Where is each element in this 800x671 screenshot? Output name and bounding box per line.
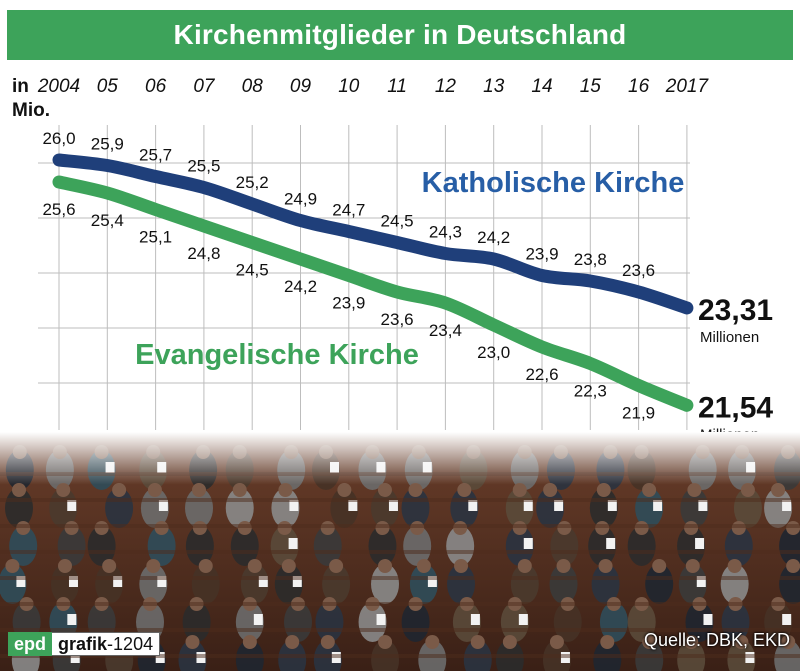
series-group: 26,0 25,9 25,7 25,5 25,2 24,9 24,7 24,5 24,3 24,2… <box>42 129 773 443</box>
title-bar: Kirchenmitglieder in Deutschland <box>7 10 793 60</box>
y-unit-label-in: in <box>12 76 29 97</box>
end-value: 21,54 <box>698 391 773 424</box>
x-tick-label: 13 <box>483 76 505 97</box>
x-tick-label: 12 <box>435 76 457 97</box>
data-label: 23,6 <box>622 261 655 280</box>
data-label: 23,9 <box>332 294 365 313</box>
series-line-katholisch <box>52 153 694 315</box>
x-tick-label: 11 <box>387 76 407 97</box>
x-tick-label: 09 <box>290 76 312 97</box>
series-line-evangelisch <box>52 175 694 412</box>
grafik-word: grafik <box>58 633 108 654</box>
x-tick-label: 2004 <box>37 76 80 97</box>
data-label: 24,5 <box>236 261 269 280</box>
data-label: 25,5 <box>187 157 220 176</box>
data-label: 23,4 <box>429 321 462 340</box>
data-label: 24,2 <box>477 228 510 247</box>
grafik-id: -1204 <box>107 633 154 654</box>
x-tick-label: 06 <box>145 76 167 97</box>
data-label: 25,9 <box>91 135 124 154</box>
data-label: 21,9 <box>622 404 655 423</box>
data-label: 24,3 <box>429 223 462 242</box>
x-tick-label: 08 <box>242 76 264 97</box>
x-axis-ticks: 2004 05 06 07 08 09 10 11 12 13 14 15 16 2017 <box>37 76 710 97</box>
source-text: Quelle: DBK, EKD <box>643 630 790 650</box>
grafik-number: grafik -1204 <box>52 632 161 656</box>
x-tick-label: 2017 <box>665 76 710 97</box>
x-tick-label: 15 <box>580 76 602 97</box>
x-tick-label: 05 <box>97 76 119 97</box>
data-label: 25,6 <box>42 200 75 219</box>
grafik-badge: epd grafik -1204 <box>8 632 161 656</box>
data-label: 24,2 <box>284 277 317 296</box>
x-tick-label: 07 <box>193 76 216 97</box>
data-label: 23,8 <box>574 250 607 269</box>
data-label: 22,3 <box>574 382 607 401</box>
data-label: 25,7 <box>139 146 172 165</box>
data-label: 25,2 <box>236 173 269 192</box>
church-crowd-photo <box>0 432 800 671</box>
data-label: 25,4 <box>91 211 124 230</box>
data-label: 26,0 <box>42 129 75 148</box>
data-label: 22,6 <box>525 365 558 384</box>
data-label: 25,1 <box>139 228 172 247</box>
end-value: 23,31 <box>698 294 773 327</box>
x-tick-label: 10 <box>338 76 360 97</box>
chart-title: Kirchenmitglieder in Deutschland <box>173 19 627 50</box>
data-label: 24,7 <box>332 201 365 220</box>
data-label: 24,9 <box>284 190 317 209</box>
series-name-katholisch: Katholische Kirche <box>422 167 685 199</box>
x-tick-label: 16 <box>628 76 650 97</box>
data-label: 23,6 <box>381 310 414 329</box>
epd-logo: epd <box>8 632 53 656</box>
data-label: 24,5 <box>381 212 414 231</box>
x-tick-label: 14 <box>531 76 552 97</box>
data-label: 23,0 <box>477 343 510 362</box>
y-unit-label-mio: Mio. <box>12 100 50 121</box>
series-name-evangelisch: Evangelische Kirche <box>135 339 419 371</box>
data-label: 24,8 <box>187 244 220 263</box>
data-label: 23,9 <box>525 245 558 264</box>
end-unit: Millionen <box>700 329 759 346</box>
